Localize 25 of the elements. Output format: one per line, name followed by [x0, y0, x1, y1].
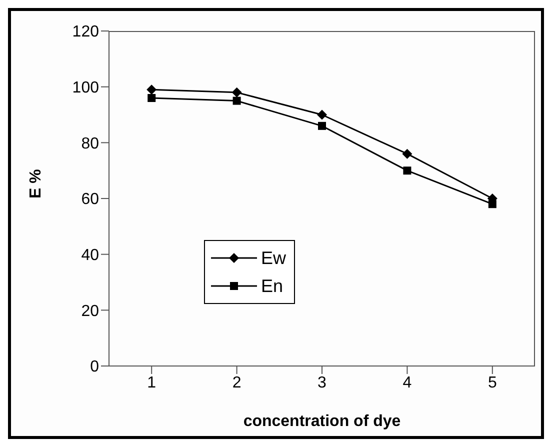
legend-label: Ew	[261, 248, 286, 268]
y-axis-title: E %	[28, 169, 45, 198]
x-tick-label: 2	[232, 374, 242, 392]
point	[318, 122, 326, 130]
y-tick-label: 40	[81, 247, 100, 264]
x-tick-label: 5	[488, 374, 497, 392]
point	[232, 87, 242, 98]
y-tick-label: 120	[72, 24, 100, 41]
y-tick-label: 80	[81, 135, 100, 152]
point	[148, 94, 156, 102]
x-axis-title: concentration of dye	[243, 413, 401, 430]
y-tick-label: 20	[81, 302, 100, 320]
point	[146, 84, 157, 95]
point	[232, 96, 241, 105]
y-tick-label: 100	[72, 80, 100, 97]
x-tick-label: 3	[318, 374, 327, 392]
y-tick-label: 0	[90, 358, 100, 376]
point	[402, 148, 412, 159]
legend-label: En	[261, 276, 284, 296]
point	[488, 200, 496, 208]
point	[403, 166, 412, 175]
x-tick-label: 4	[402, 374, 412, 392]
x-tick-label: 1	[147, 374, 156, 392]
y-tick-label: 60	[81, 191, 100, 208]
point	[317, 110, 327, 120]
